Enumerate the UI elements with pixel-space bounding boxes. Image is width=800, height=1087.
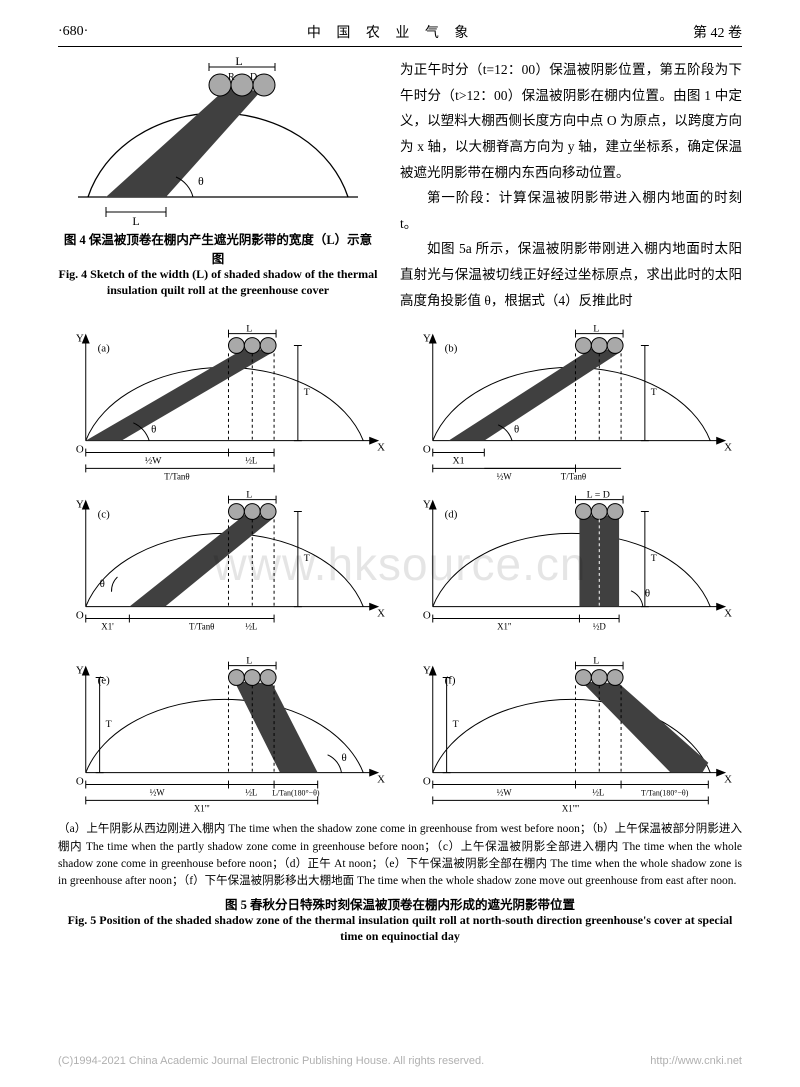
fig5-panel-a: Y X O θ (a) L T ½W [58, 321, 395, 483]
svg-text:Y: Y [423, 333, 431, 345]
svg-text:O: O [76, 610, 84, 622]
svg-text:(c): (c) [98, 509, 110, 521]
svg-text:½W: ½W [497, 788, 513, 798]
svg-text:L: L [593, 324, 599, 335]
svg-text:O: O [76, 444, 84, 456]
para-1: 为正午时分（t=12：00）保温被阴影位置，第五阶段为下午时分（t>12：00）… [400, 57, 742, 185]
svg-text:½W: ½W [145, 456, 162, 467]
svg-text:T: T [651, 553, 657, 564]
svg-text:T: T [304, 553, 310, 564]
footer-url: http://www.cnki.net [650, 1055, 742, 1067]
svg-text:L: L [246, 490, 252, 501]
volume: 第 42 卷 [693, 22, 742, 42]
svg-text:O: O [423, 444, 431, 456]
svg-text:T: T [651, 387, 657, 398]
figure-5-grid: Y X O θ (a) L T ½W [0, 313, 800, 815]
svg-text:X1': X1' [101, 622, 114, 632]
svg-text:(b): (b) [445, 343, 458, 355]
svg-text:O: O [423, 610, 431, 622]
svg-text:O: O [423, 776, 431, 788]
para-2: 第一阶段：计算保温被阴影带进入棚内地面的时刻 t。 [400, 185, 742, 236]
svg-text:½L: ½L [245, 788, 257, 798]
svg-text:X: X [377, 608, 385, 620]
svg-text:X: X [724, 442, 732, 454]
footer-copyright: (C)1994-2021 China Academic Journal Elec… [58, 1055, 484, 1067]
svg-text:T/Tanθ: T/Tanθ [164, 472, 189, 482]
svg-text:X: X [724, 774, 732, 786]
svg-text:L: L [593, 656, 599, 667]
svg-text:L = D: L = D [587, 490, 610, 501]
fig4-L-top: L [235, 57, 242, 68]
svg-text:½D: ½D [593, 622, 607, 632]
fig4-R: R [228, 72, 235, 83]
svg-text:θ: θ [514, 424, 519, 436]
svg-text:θ: θ [100, 578, 105, 590]
svg-text:T/Tanθ: T/Tanθ [189, 622, 214, 632]
svg-text:L: L [246, 324, 252, 335]
svg-text:½W: ½W [497, 472, 513, 482]
journal-title: 中 国 农 业 气 象 [307, 22, 475, 42]
fig5-panel-f: YXO (f) L T ½W ½L T/Tan(180°−θ) X1'' [405, 653, 742, 815]
figure-4-block: L R D θ L 图 4 保温被顶卷在棚内产生遮光阴影带的宽度（L）示意图 F… [58, 57, 378, 313]
svg-text:θ: θ [341, 752, 346, 764]
figure-4-svg: L R D θ L [58, 57, 378, 227]
svg-text:T: T [453, 719, 459, 730]
fig5-panel-c: Y X O θ (c) L T X1' ½L T/Tanθ [58, 487, 395, 649]
fig4-caption-zh: 图 4 保温被顶卷在棚内产生遮光阴影带的宽度（L）示意图 [58, 229, 378, 267]
svg-text:Y: Y [423, 665, 431, 677]
svg-text:X: X [724, 608, 732, 620]
svg-text:½L: ½L [245, 456, 257, 466]
fig4-theta: θ [198, 174, 204, 188]
fig5-panel-b: Y X O θ (b) L T X1 ½W T/Tanθ [405, 321, 742, 483]
svg-text:X1'''': X1'''' [562, 804, 580, 814]
svg-text:(a): (a) [98, 343, 110, 355]
svg-text:X1''': X1''' [194, 804, 210, 814]
svg-text:½L: ½L [592, 788, 604, 798]
fig4-L-bot: L [132, 214, 139, 227]
top-content: L R D θ L 图 4 保温被顶卷在棚内产生遮光阴影带的宽度（L）示意图 F… [0, 47, 800, 313]
svg-text:½L: ½L [245, 622, 257, 632]
svg-text:X: X [377, 774, 385, 786]
svg-text:T/Tan(180°−θ): T/Tan(180°−θ) [641, 789, 689, 798]
fig4-D: D [250, 72, 257, 83]
svg-text:Y: Y [423, 499, 431, 511]
svg-text:½W: ½W [150, 788, 166, 798]
svg-text:Y: Y [76, 665, 84, 677]
svg-text:L/Tan(180°−θ): L/Tan(180°−θ) [272, 789, 320, 798]
svg-text:θ: θ [151, 424, 156, 436]
fig5-note: （a）上午阴影从西边刚进入棚内 The time when the shadow… [0, 815, 800, 890]
svg-text:X: X [377, 442, 385, 454]
svg-text:X1: X1 [452, 456, 464, 467]
fig4-caption-en: Fig. 4 Sketch of the width (L) of shaded… [58, 267, 378, 298]
svg-text:L: L [246, 656, 252, 667]
fig5-title-en: Fig. 5 Position of the shaded shadow zon… [0, 913, 800, 944]
svg-text:T: T [304, 387, 310, 398]
fig5-panel-e: YXO θ (e) L T ½W ½L L/Tan(1 [58, 653, 395, 815]
svg-text:T/Tanθ: T/Tanθ [561, 472, 586, 482]
svg-text:Y: Y [76, 333, 84, 345]
svg-text:θ: θ [645, 588, 650, 600]
svg-text:T: T [106, 719, 112, 730]
svg-text:Y: Y [76, 499, 84, 511]
page-header: ·680· 中 国 农 业 气 象 第 42 卷 [0, 0, 800, 46]
svg-text:O: O [76, 776, 84, 788]
body-paragraphs: 为正午时分（t=12：00）保温被阴影位置，第五阶段为下午时分（t>12：00）… [400, 57, 742, 313]
fig5-title-zh: 图 5 春秋分日特殊时刻保温被顶卷在棚内形成的遮光阴影带位置 [0, 890, 800, 913]
page-number-left: ·680· [58, 24, 88, 40]
svg-text:X1'': X1'' [497, 622, 511, 632]
fig5-panel-d: Y X O θ (d) L = D T X1'' ½D [405, 487, 742, 649]
svg-text:(d): (d) [445, 509, 458, 521]
page-footer: (C)1994-2021 China Academic Journal Elec… [58, 1055, 742, 1067]
para-3: 如图 5a 所示，保温被阴影带刚进入棚内地面时太阳直射光与保温被切线正好经过坐标… [400, 236, 742, 313]
